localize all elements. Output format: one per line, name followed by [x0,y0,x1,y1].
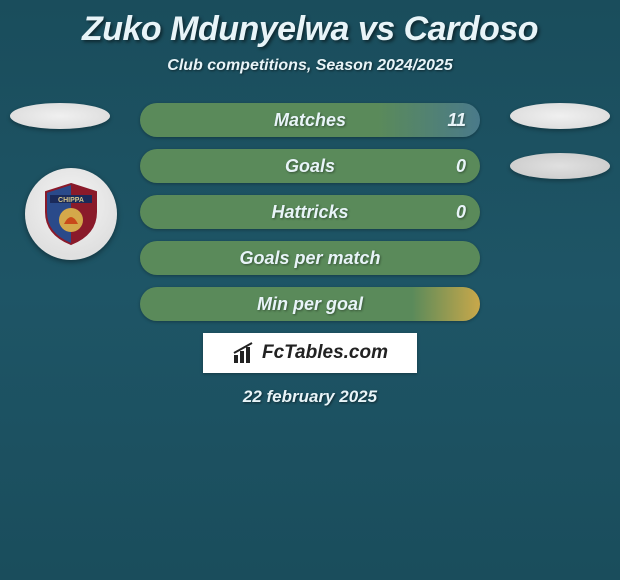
stat-label: Min per goal [257,294,363,315]
comparison-date: 22 february 2025 [0,387,620,407]
stat-row: Min per goal [140,287,480,321]
player-left-marker [10,103,110,129]
svg-text:CHIPPA: CHIPPA [58,197,84,204]
stat-label: Goals [285,156,335,177]
stat-row: Goals per match [140,241,480,275]
shield-icon: CHIPPA [42,182,100,246]
stat-row: Hattricks 0 [140,195,480,229]
player-right-marker-1 [510,103,610,129]
stat-row: Matches 11 [140,103,480,137]
stat-label: Hattricks [271,202,348,223]
source-logo: FcTables.com [203,333,417,373]
player-right-marker-2 [510,153,610,179]
stats-list: Matches 11 Goals 0 Hattricks 0 Goals per match… [140,103,480,321]
stat-value-right: 11 [447,110,466,131]
stat-row: Goals 0 [140,149,480,183]
stat-label: Matches [274,110,346,131]
stat-value-right: 0 [456,156,466,177]
stat-value-right: 0 [456,202,466,223]
stat-label: Goals per match [239,248,380,269]
bars-icon [232,341,256,365]
source-logo-text: FcTables.com [262,342,388,364]
comparison-title: Zuko Mdunyelwa vs Cardoso [0,0,620,49]
comparison-subtitle: Club competitions, Season 2024/2025 [0,57,620,75]
team-badge-left: CHIPPA [25,168,117,260]
comparison-content: CHIPPA Matches 11 Goals 0 Hattricks 0 Goals pe… [0,103,620,407]
